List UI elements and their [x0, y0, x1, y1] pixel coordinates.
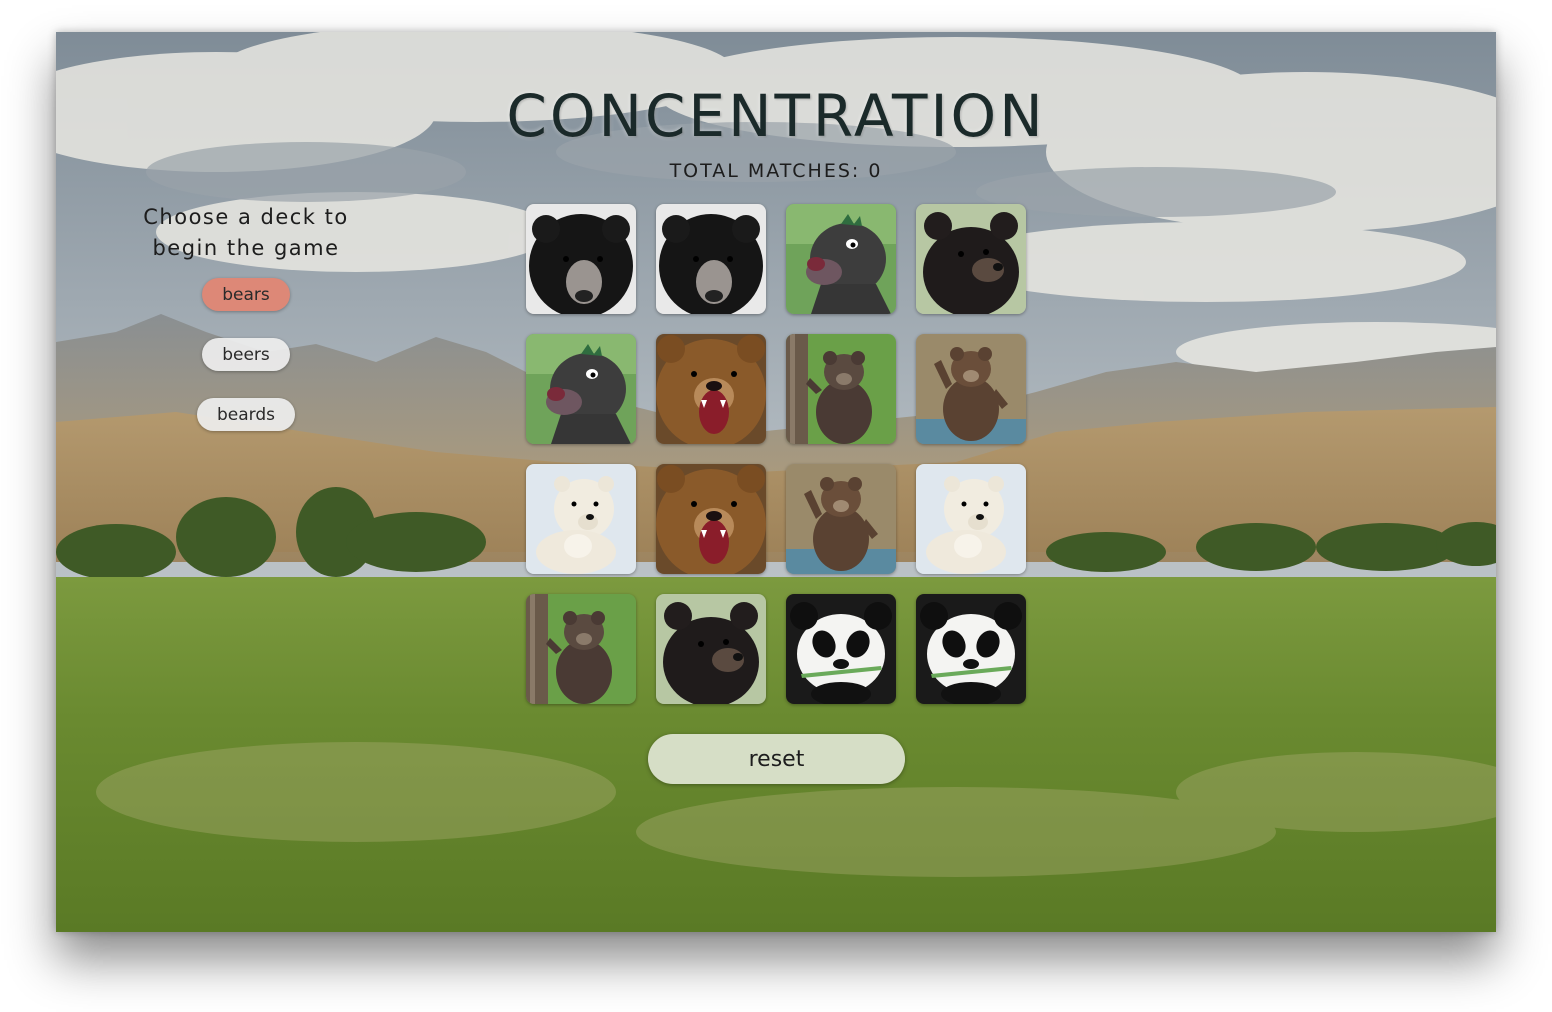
- memory-card-panda[interactable]: [916, 594, 1026, 704]
- landscape-background: [56, 32, 1496, 932]
- memory-card-cartoon-bear[interactable]: [786, 204, 896, 314]
- cartoon-bear-image: [526, 334, 636, 444]
- memory-card-grizzly-roar[interactable]: [656, 334, 766, 444]
- deck-button-bears[interactable]: bears: [202, 278, 290, 311]
- deck-button-beards[interactable]: beards: [196, 398, 295, 431]
- deck-prompt-line2: begin the game: [152, 236, 340, 260]
- card-grid: [526, 204, 1026, 704]
- memory-card-cub-on-tree[interactable]: [786, 334, 896, 444]
- memory-card-cartoon-bear[interactable]: [526, 334, 636, 444]
- cub-on-tree-image: [786, 334, 896, 444]
- deck-panel: Choose a deck to begin the game bears be…: [116, 202, 376, 458]
- memory-card-polar-bear[interactable]: [526, 464, 636, 574]
- polar-bear-image: [526, 464, 636, 574]
- panda-image: [916, 594, 1026, 704]
- memory-card-waving-bear[interactable]: [916, 334, 1026, 444]
- panda-image: [786, 594, 896, 704]
- sloth-bear-image: [526, 204, 636, 314]
- cub-on-tree-image: [526, 594, 636, 704]
- deck-button-beers[interactable]: beers: [202, 338, 290, 371]
- total-matches: TOTAL MATCHES: 0: [669, 160, 883, 182]
- sloth-bear-image: [656, 204, 766, 314]
- memory-card-waving-bear[interactable]: [786, 464, 896, 574]
- cartoon-bear-image: [786, 204, 896, 314]
- memory-card-polar-bear[interactable]: [916, 464, 1026, 574]
- waving-bear-image: [786, 464, 896, 574]
- page-title: CONCENTRATION: [506, 82, 1046, 150]
- memory-card-black-bear[interactable]: [656, 594, 766, 704]
- deck-prompt-line1: Choose a deck to: [143, 205, 349, 229]
- black-bear-image: [656, 594, 766, 704]
- game-window: CONCENTRATION TOTAL MATCHES: 0 Choose a …: [56, 32, 1496, 932]
- memory-card-sloth-bear[interactable]: [526, 204, 636, 314]
- reset-button[interactable]: reset: [648, 734, 905, 784]
- deck-prompt: Choose a deck to begin the game: [116, 202, 376, 264]
- memory-card-grizzly-roar[interactable]: [656, 464, 766, 574]
- memory-card-sloth-bear[interactable]: [656, 204, 766, 314]
- waving-bear-image: [916, 334, 1026, 444]
- memory-card-cub-on-tree[interactable]: [526, 594, 636, 704]
- polar-bear-image: [916, 464, 1026, 574]
- grizzly-roar-image: [656, 334, 766, 444]
- black-bear-image: [916, 204, 1026, 314]
- memory-card-black-bear[interactable]: [916, 204, 1026, 314]
- grizzly-roar-image: [656, 464, 766, 574]
- memory-card-panda[interactable]: [786, 594, 896, 704]
